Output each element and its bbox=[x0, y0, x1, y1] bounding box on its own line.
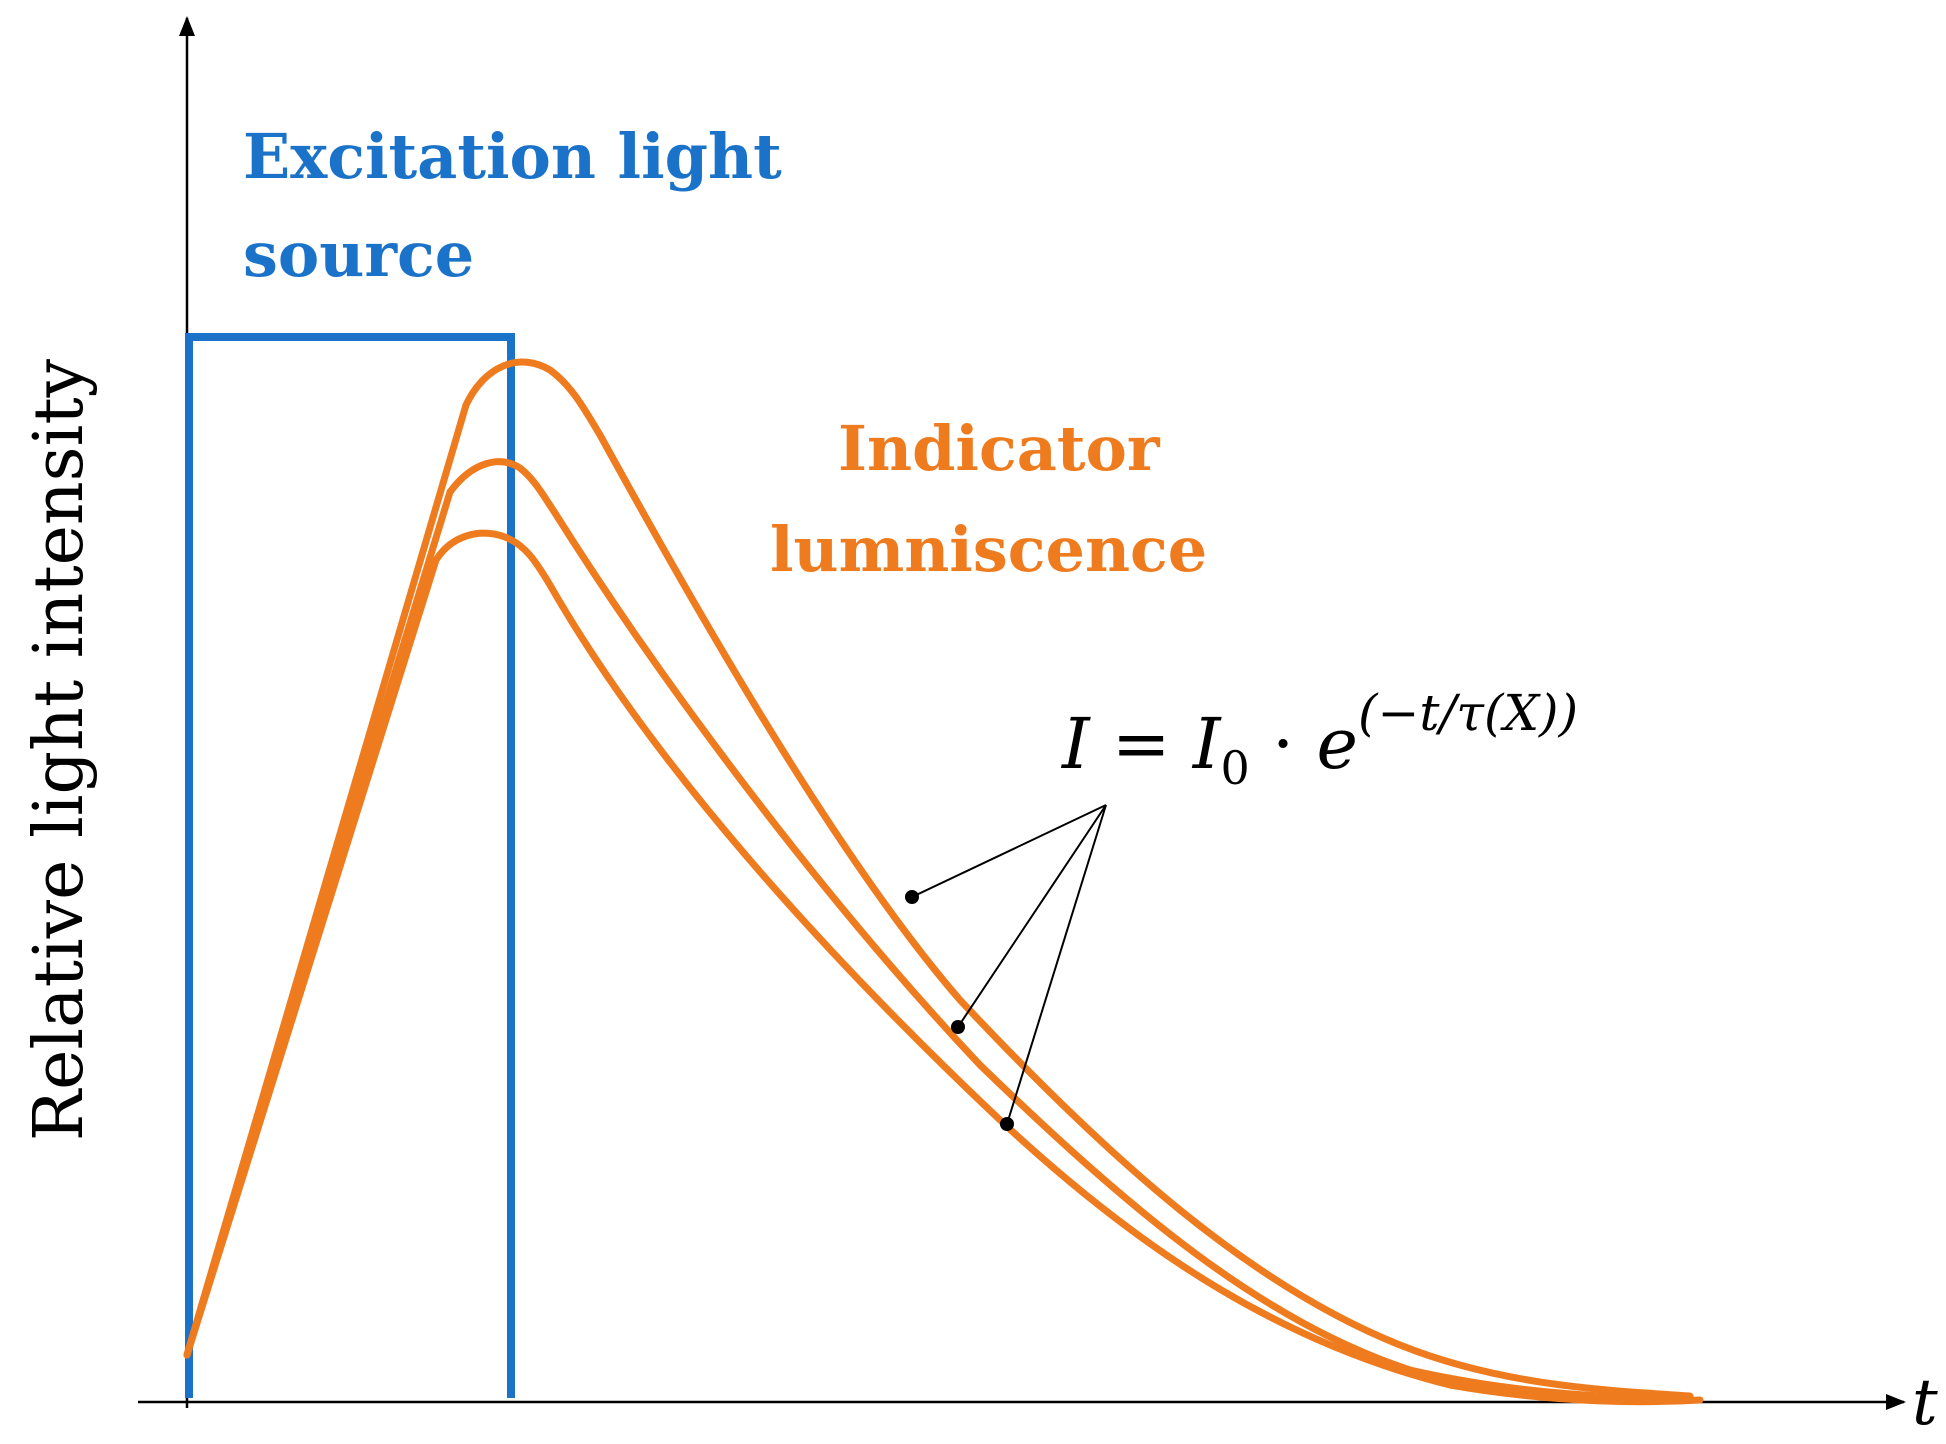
excitation-pulse bbox=[185, 333, 515, 1398]
luminescence-label: Indicator lumniscence bbox=[770, 412, 1207, 586]
excitation-label: Excitation light source bbox=[243, 120, 803, 291]
luminescence-curve-low bbox=[183, 529, 1704, 1406]
y-axis-title: Relative light intensity bbox=[20, 358, 99, 1141]
callout-dot-high bbox=[905, 890, 919, 904]
luminescence-curve-high bbox=[183, 358, 1694, 1400]
x-axis-symbol: t bbox=[1912, 1366, 1938, 1440]
formula-callout bbox=[911, 804, 1107, 1125]
callout-dot-low bbox=[1000, 1117, 1014, 1131]
luminescence-curve-mid bbox=[183, 458, 1694, 1403]
callout-dot-mid bbox=[951, 1020, 965, 1034]
decay-formula: I = I0 · e(−t/τ(X)) bbox=[1060, 684, 1578, 795]
